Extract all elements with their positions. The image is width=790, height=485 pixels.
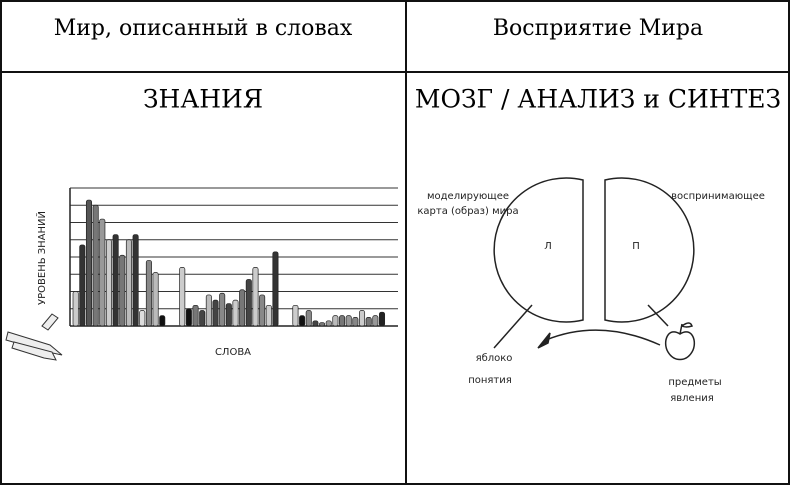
apple-stem bbox=[679, 322, 693, 335]
bar bbox=[205, 294, 212, 327]
bar bbox=[212, 299, 219, 327]
letter: Л bbox=[544, 241, 552, 252]
label: яблоко bbox=[476, 353, 513, 364]
bar bbox=[72, 291, 79, 327]
label: понятия bbox=[468, 375, 512, 386]
x-axis-label: СЛОВА bbox=[215, 347, 251, 358]
bar bbox=[99, 218, 106, 327]
bar bbox=[299, 315, 306, 327]
bar-chart: СЛОВА УРОВЕНЬ ЗНАНИЙ bbox=[5, 187, 398, 361]
bar bbox=[192, 304, 199, 327]
bar bbox=[105, 239, 112, 327]
brain-diagram bbox=[493, 177, 696, 361]
bar bbox=[292, 304, 299, 327]
right-title: МОЗГ / АНАЛИЗ и СИНТЕЗ bbox=[415, 85, 781, 114]
bar bbox=[85, 199, 92, 327]
bar bbox=[319, 322, 326, 327]
left-hemisphere bbox=[493, 177, 584, 323]
bar bbox=[325, 320, 332, 327]
bar bbox=[159, 315, 166, 327]
bar bbox=[132, 234, 139, 327]
bar bbox=[185, 308, 192, 327]
bar bbox=[239, 289, 246, 327]
bar bbox=[378, 311, 386, 327]
label: предметы bbox=[668, 377, 721, 388]
arrow bbox=[545, 329, 661, 346]
bar bbox=[119, 254, 126, 327]
bar bbox=[352, 317, 359, 327]
bar bbox=[92, 204, 99, 327]
bar bbox=[79, 244, 86, 327]
bar bbox=[272, 251, 279, 327]
bar bbox=[345, 315, 352, 327]
right-hemisphere bbox=[604, 177, 695, 323]
left-title: ЗНАНИЯ bbox=[143, 85, 263, 114]
bar bbox=[152, 272, 159, 327]
bar bbox=[199, 310, 206, 327]
bar bbox=[112, 234, 119, 327]
header-right: Восприятие Мира bbox=[493, 16, 703, 41]
connector bbox=[493, 304, 533, 349]
bar bbox=[332, 315, 339, 327]
bar bbox=[139, 310, 146, 327]
bar bbox=[225, 303, 232, 327]
arrow-head bbox=[537, 332, 551, 349]
bar bbox=[219, 292, 226, 327]
letter: П bbox=[632, 241, 640, 252]
bar bbox=[145, 260, 152, 327]
pencils bbox=[5, 313, 63, 361]
bar bbox=[125, 239, 132, 327]
bar bbox=[365, 317, 372, 327]
bar bbox=[252, 267, 259, 327]
bar bbox=[372, 315, 379, 327]
label: карта (образ) мира bbox=[417, 206, 518, 217]
bar bbox=[265, 304, 272, 327]
label: воспринимающее bbox=[671, 191, 765, 202]
bar bbox=[259, 294, 266, 327]
label: моделирующее bbox=[427, 191, 509, 202]
connector bbox=[647, 304, 669, 327]
label: явления bbox=[670, 393, 714, 404]
bar bbox=[179, 267, 186, 327]
y-axis-label: УРОВЕНЬ ЗНАНИЙ bbox=[35, 211, 48, 305]
bar bbox=[359, 310, 366, 327]
apple bbox=[664, 331, 696, 361]
header-left: Мир, описанный в словах bbox=[54, 16, 353, 41]
bar bbox=[305, 310, 312, 327]
bar bbox=[339, 315, 346, 327]
bar bbox=[245, 279, 252, 327]
bar bbox=[312, 320, 319, 327]
bar bbox=[232, 299, 239, 327]
